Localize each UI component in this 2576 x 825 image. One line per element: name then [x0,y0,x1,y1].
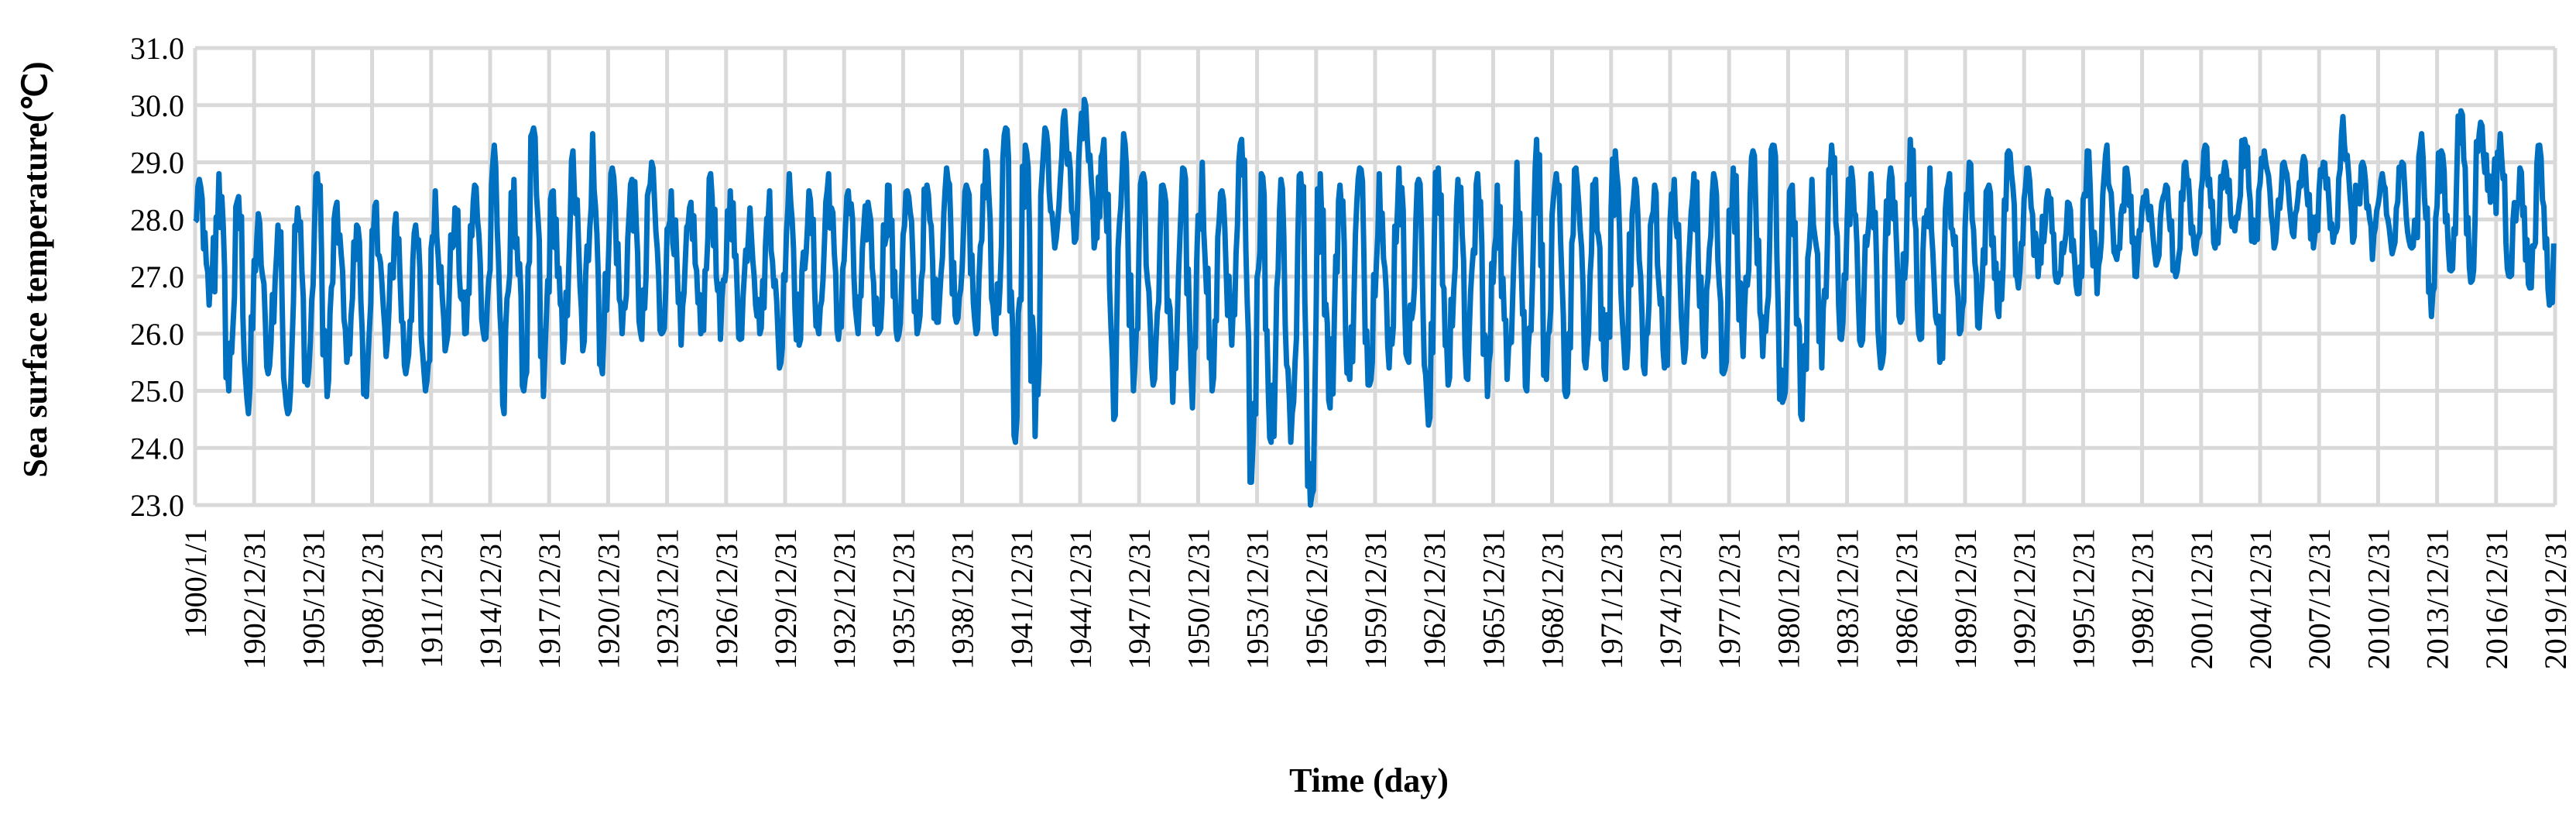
x-tick-label: 1980/12/31 [1771,528,1806,669]
y-tick-label: 26.0 [130,317,184,352]
x-axis-title: Time (day) [1289,761,1449,799]
x-tick-label: 1986/12/31 [1889,528,1924,669]
x-tick-label: 1995/12/31 [2066,528,2101,669]
series-line [193,96,2557,508]
y-tick-label: 27.0 [130,260,184,294]
x-tick-label: 1965/12/31 [1476,528,1511,669]
x-tick-label: 1935/12/31 [886,528,921,669]
x-tick-label: 1989/12/31 [1948,528,1983,669]
x-tick-label: 1959/12/31 [1358,528,1393,669]
x-tick-label: 1974/12/31 [1653,528,1688,669]
x-axis-tick-labels: 1900/1/1 1902/12/31 1905/12/31 1908/12/31 19… [178,528,2573,669]
x-tick-label: 1917/12/31 [532,528,567,669]
x-tick-label: 2001/12/31 [2184,528,2219,669]
x-tick-label: 1908/12/31 [355,528,390,669]
x-tick-label: 1905/12/31 [296,528,331,669]
x-tick-label: 1932/12/31 [827,528,862,669]
x-tick-label: 1926/12/31 [709,528,744,669]
x-tick-label: 1953/12/31 [1240,528,1275,669]
x-tick-label: 2019/12/31 [2538,528,2573,669]
y-tick-label: 28.0 [130,202,184,237]
x-tick-label: 1929/12/31 [768,528,803,669]
x-tick-label: 1941/12/31 [1004,528,1039,669]
x-tick-label: 1950/12/31 [1181,528,1216,669]
x-tick-label: 1977/12/31 [1712,528,1747,669]
x-tick-label: 1971/12/31 [1594,528,1629,669]
x-tick-label: 1938/12/31 [945,528,980,669]
y-tick-label: 29.0 [130,146,184,180]
x-tick-label: 2016/12/31 [2479,528,2514,669]
x-tick-label: 1900/1/1 [178,528,213,638]
y-tick-label: 30.0 [130,88,184,123]
y-tick-label: 24.0 [130,431,184,466]
y-tick-label: 31.0 [130,31,184,66]
x-tick-label: 1947/12/31 [1122,528,1157,669]
x-tick-label: 1992/12/31 [2007,528,2042,669]
x-tick-label: 1911/12/31 [414,528,449,669]
x-tick-label: 1944/12/31 [1063,528,1098,669]
x-tick-label: 1902/12/31 [237,528,272,669]
y-tick-label: 25.0 [130,374,184,409]
x-tick-label: 1962/12/31 [1417,528,1452,669]
y-tick-label: 23.0 [130,488,184,523]
x-tick-label: 2004/12/31 [2243,528,2278,669]
x-tick-label: 1923/12/31 [650,528,685,669]
x-tick-label: 1983/12/31 [1830,528,1865,669]
x-tick-label: 1956/12/31 [1299,528,1334,669]
x-tick-label: 1914/12/31 [473,528,508,669]
x-tick-label: 1920/12/31 [591,528,626,669]
y-axis-title: Sea surface temperature(℃) [16,61,54,477]
y-axis-tick-labels: 23.0 24.0 25.0 26.0 27.0 28.0 29.0 30.0 31.0 [130,31,184,523]
x-tick-label: 1998/12/31 [2125,528,2160,669]
x-tick-label: 2007/12/31 [2302,528,2337,669]
x-tick-label: 2013/12/31 [2420,528,2455,669]
series-sea-surface-temperature [193,96,2557,508]
x-tick-label: 1968/12/31 [1535,528,1570,669]
x-tick-label: 2010/12/31 [2361,528,2396,669]
